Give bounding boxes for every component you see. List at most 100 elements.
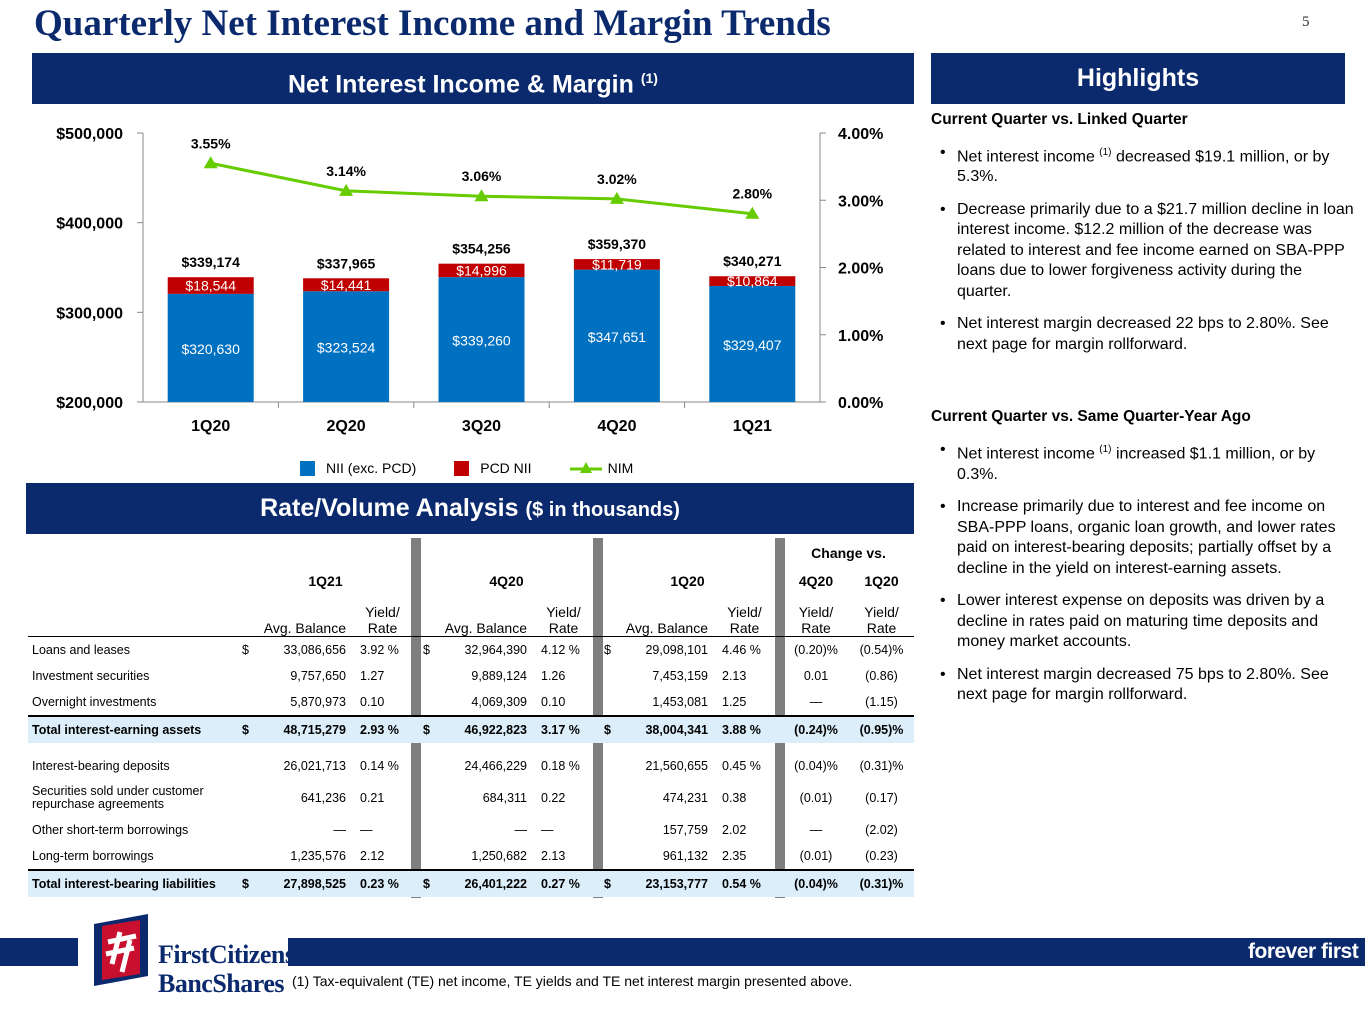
bar-total-label: $337,965 <box>317 255 376 271</box>
table-header-cell <box>28 538 783 568</box>
yield-value: — <box>360 823 373 837</box>
currency-symbol: $ <box>240 870 256 897</box>
highlights-list-linked: Net interest income (1) decreased $19.1 … <box>931 143 1356 356</box>
yield-value: 0.14 % <box>360 759 399 773</box>
column-gap <box>592 753 602 779</box>
currency-symbol: $ <box>423 643 430 657</box>
y2-tick-label: 1.00% <box>838 328 883 345</box>
y-tick-label: $300,000 <box>56 305 123 322</box>
yield-value: 2.02 <box>722 823 747 837</box>
legend-swatch-nim <box>569 462 602 473</box>
yield-rate-header: Yield/ Rate <box>546 604 581 636</box>
change-value: — <box>809 695 823 709</box>
nim-data-label: 3.55% <box>191 135 231 151</box>
rate-volume-title: Rate/Volume Analysis <box>260 494 519 522</box>
column-gap <box>592 663 602 689</box>
yield-value: 0.38 <box>722 791 747 805</box>
column-gap <box>773 689 783 716</box>
change-value: (0.95)% <box>849 716 915 743</box>
column-gap <box>592 568 602 594</box>
row-label: Overnight investments <box>32 694 157 709</box>
forever-first-tagline: forever first <box>1248 940 1359 963</box>
highlights-title: Highlights <box>1076 64 1200 92</box>
yield-value: — <box>541 823 554 837</box>
column-gap <box>411 637 421 664</box>
bar-nii <box>303 291 390 402</box>
row-label: Total interest-earning assets <box>28 716 240 743</box>
change-value: (2.02) <box>865 823 898 837</box>
legend-item-nii: NII (exc. PCD) <box>300 460 416 476</box>
nim-point <box>203 156 218 169</box>
column-gap <box>592 689 602 716</box>
yield-value: 0.27 % <box>535 870 592 897</box>
avg-balance-value: 23,153,777 <box>618 870 716 897</box>
table-header-row: 1Q21 4Q20 1Q20 4Q20 1Q20 <box>28 568 914 594</box>
y-tick-label: $500,000 <box>56 126 123 143</box>
yield-value: 2.13 <box>722 669 747 683</box>
avg-balance-value: 24,466,229 <box>464 759 527 773</box>
avg-balance-value: — <box>514 823 528 837</box>
avg-balance-value: 4,069,309 <box>471 695 527 709</box>
period-header: 1Q20 <box>670 573 705 589</box>
yield-value: 1.25 <box>722 695 747 709</box>
column-gap <box>773 870 783 897</box>
x-tick-label: 1Q21 <box>733 418 772 435</box>
change-period-header: 4Q20 <box>798 573 834 589</box>
nim-data-label: 3.06% <box>462 168 502 184</box>
currency-symbol <box>421 843 437 870</box>
change-value: (0.23) <box>865 849 898 863</box>
table-row: Securities sold under customer repurchas… <box>28 779 914 817</box>
currency-symbol <box>602 843 618 870</box>
chart-banner: Net Interest Income & Margin (1) <box>32 53 914 104</box>
y-tick-label: $400,000 <box>56 216 123 233</box>
yield-value: 3.17 % <box>535 716 592 743</box>
legend-label-nii: NII (exc. PCD) <box>326 460 417 476</box>
page-number: 5 <box>1302 14 1310 30</box>
nim-point <box>339 183 354 196</box>
change-value: (0.31)% <box>849 870 915 897</box>
currency-symbol <box>240 779 256 817</box>
change-value: (0.04)% <box>783 870 849 897</box>
avg-balance-value: 1,250,682 <box>471 849 527 863</box>
x-tick-label: 2Q20 <box>327 418 366 435</box>
column-gap <box>592 779 602 817</box>
avg-balance-value: 157,759 <box>662 823 708 837</box>
change-value: (0.01) <box>799 791 833 805</box>
avg-balance-header: Avg. Balance <box>263 620 346 636</box>
bar-data-label: $14,441 <box>321 277 372 293</box>
change-value: — <box>809 823 823 837</box>
column-gap <box>773 817 783 843</box>
avg-balance-value: 684,311 <box>482 791 527 805</box>
change-value: (0.54)% <box>859 643 904 657</box>
column-gap <box>592 716 602 743</box>
column-gap <box>773 716 783 743</box>
x-tick-label: 3Q20 <box>462 418 501 435</box>
currency-symbol <box>240 843 256 870</box>
yield-value: 0.10 <box>541 695 566 709</box>
currency-symbol <box>421 817 437 843</box>
bar-pcd <box>438 263 525 278</box>
rate-volume-table: Change vs. 1Q21 4Q20 1Q20 4Q20 1Q20 Avg. Balan… <box>28 538 915 897</box>
column-gap <box>773 663 783 689</box>
yield-value: 0.22 <box>541 791 566 805</box>
chart-legend: NII (exc. PCD) PCD NII NIM <box>300 460 671 476</box>
bar-total-label: $340,271 <box>723 253 782 269</box>
highlights-heading-linked: Current Quarter vs. Linked Quarter <box>931 111 1188 128</box>
avg-balance-value: 33,086,656 <box>283 643 346 657</box>
currency-symbol: $ <box>242 643 249 657</box>
yield-value: 0.23 % <box>354 870 411 897</box>
currency-symbol <box>240 663 256 689</box>
row-label: Investment securities <box>32 668 150 683</box>
bar-pcd <box>303 278 390 292</box>
rate-volume-banner: Rate/Volume Analysis ($ in thousands) <box>26 483 914 534</box>
currency-symbol <box>602 753 618 779</box>
yield-value: 2.13 <box>541 849 566 863</box>
change-value: (0.31)% <box>859 759 904 773</box>
currency-symbol: $ <box>602 870 618 897</box>
column-gap <box>411 817 421 843</box>
avg-balance-value: 641,236 <box>300 791 346 805</box>
table-row: Interest-bearing deposits 26,021,713 0.14 … <box>28 753 914 779</box>
avg-balance-value: 7,453,159 <box>652 669 708 683</box>
avg-balance-value: 29,098,101 <box>645 643 708 657</box>
change-value: (0.04)% <box>794 759 838 773</box>
